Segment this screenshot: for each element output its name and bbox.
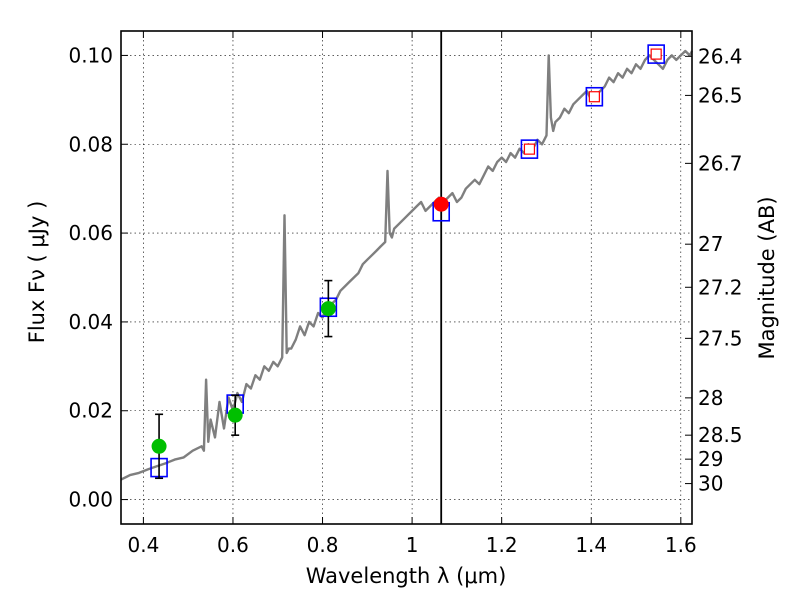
- y-tick-label: 0.02: [68, 399, 113, 423]
- mag-tick-label: 27: [698, 232, 723, 256]
- y-tick-label: 0.04: [68, 310, 113, 334]
- mag-tick-label: 26.4: [698, 44, 743, 68]
- observed-point: [320, 301, 336, 317]
- y-tick-label: 0.06: [68, 221, 113, 245]
- red-square-marker: [523, 143, 536, 155]
- model-box-marker: [585, 86, 604, 107]
- red-square-marker: [650, 48, 662, 60]
- y-tick-label: 0.10: [68, 43, 113, 67]
- mag-tick-label: 26.7: [698, 151, 743, 175]
- mag-tick-label: 27.5: [698, 326, 743, 350]
- y-tick-label: 0.00: [68, 488, 113, 512]
- x-tick-label: 1.4: [575, 533, 607, 557]
- mag-tick-label: 30: [698, 472, 723, 496]
- plot-frame: [120, 30, 693, 525]
- mag-tick-label: 28.5: [698, 423, 743, 447]
- red-point: [433, 196, 449, 212]
- x-tick-label: 0.8: [307, 533, 339, 557]
- y-tick-label: 0.08: [68, 132, 113, 156]
- x-tick-label: 0.4: [127, 533, 159, 557]
- y2-axis-title: Magnitude (AB): [755, 196, 779, 359]
- x-tick-label: 1.6: [665, 533, 697, 557]
- mag-tick-label: 28: [698, 386, 723, 410]
- red-square-marker: [588, 91, 600, 103]
- model-box-marker: [520, 139, 539, 159]
- mag-tick-label: 26.5: [698, 83, 743, 107]
- x-tick-label: 1: [406, 533, 419, 557]
- axes: 0.4 0.6 0.8 1 1.2 1.4 1.6 0.00 0.02 0.04 0.06 0.08 0…: [68, 30, 743, 557]
- x-axis-title: Wavelength λ (μm): [306, 564, 507, 588]
- data-layer: [120, 31, 694, 524]
- observed-point: [151, 438, 167, 454]
- grid-lines: [121, 31, 692, 524]
- spectrum-line: [120, 49, 694, 481]
- x-tick-label: 0.6: [217, 533, 249, 557]
- x-tick-label: 1.2: [486, 533, 518, 557]
- y-axis-title: Flux Fν ( μJy ): [25, 201, 49, 344]
- mag-tick-label: 29: [698, 447, 723, 471]
- model-box-marker: [647, 44, 665, 64]
- observed-point: [227, 407, 243, 423]
- mag-tick-label: 27.2: [698, 275, 743, 299]
